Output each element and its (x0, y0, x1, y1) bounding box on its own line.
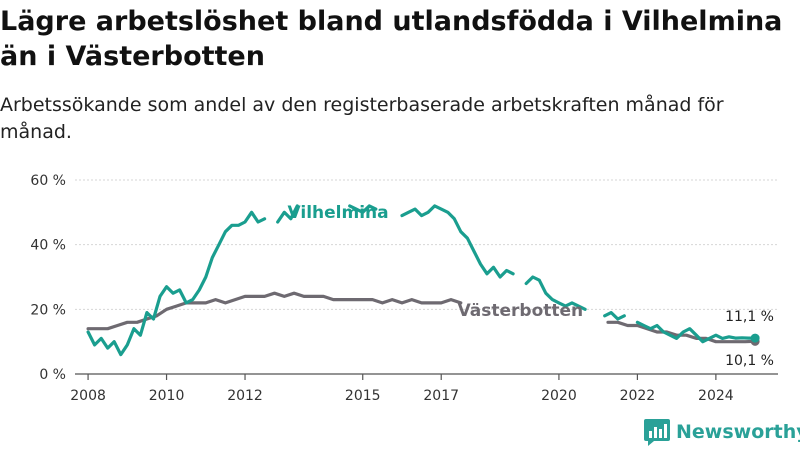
x-tick-label: 2020 (541, 388, 577, 404)
x-tick-label: 2024 (698, 388, 734, 404)
brand-name: Newsworthy (676, 421, 800, 443)
x-tick-label: 2010 (149, 388, 185, 404)
series-lines (86, 204, 760, 357)
x-tick-label: 2008 (70, 388, 106, 404)
newsworthy-logo[interactable]: Newsworthy (643, 418, 800, 446)
y-tick-label: 60 % (30, 173, 66, 189)
y-tick-label: 0 % (39, 367, 66, 383)
x-tick-label: 2012 (227, 388, 263, 404)
x-tick-label: 2017 (423, 388, 459, 404)
series-labels: Vilhelmina Västerbotten 11,1 % 10,1 % (288, 203, 774, 369)
series-end-value: 11,1 % (725, 309, 774, 325)
chart-title: Lägre arbetslöshet bland utlandsfödda i … (0, 6, 783, 72)
x-tick-label: 2022 (620, 388, 656, 404)
series-endpoint-vilhelmina (750, 333, 760, 343)
y-axis-labels: 0 % 20 % 40 % 60 % (30, 173, 66, 383)
newsworthy-logo-icon (644, 419, 670, 446)
y-tick-label: 40 % (30, 238, 66, 254)
grid-lines (75, 179, 778, 310)
series-name-vilhelmina: Vilhelmina (288, 203, 389, 223)
x-tick-label: 2015 (345, 388, 381, 404)
y-tick-label: 20 % (30, 302, 66, 318)
x-axis: 2008 2010 2012 2015 2017 2020 2022 2024 (70, 373, 778, 404)
chart-subtitle: Arbetssökande som andel av den registerb… (0, 94, 724, 143)
series-name-vasterbotten: Västerbotten (458, 301, 584, 321)
series-end-value: 10,1 % (725, 353, 774, 369)
series-line-vilhelmina (86, 204, 757, 357)
